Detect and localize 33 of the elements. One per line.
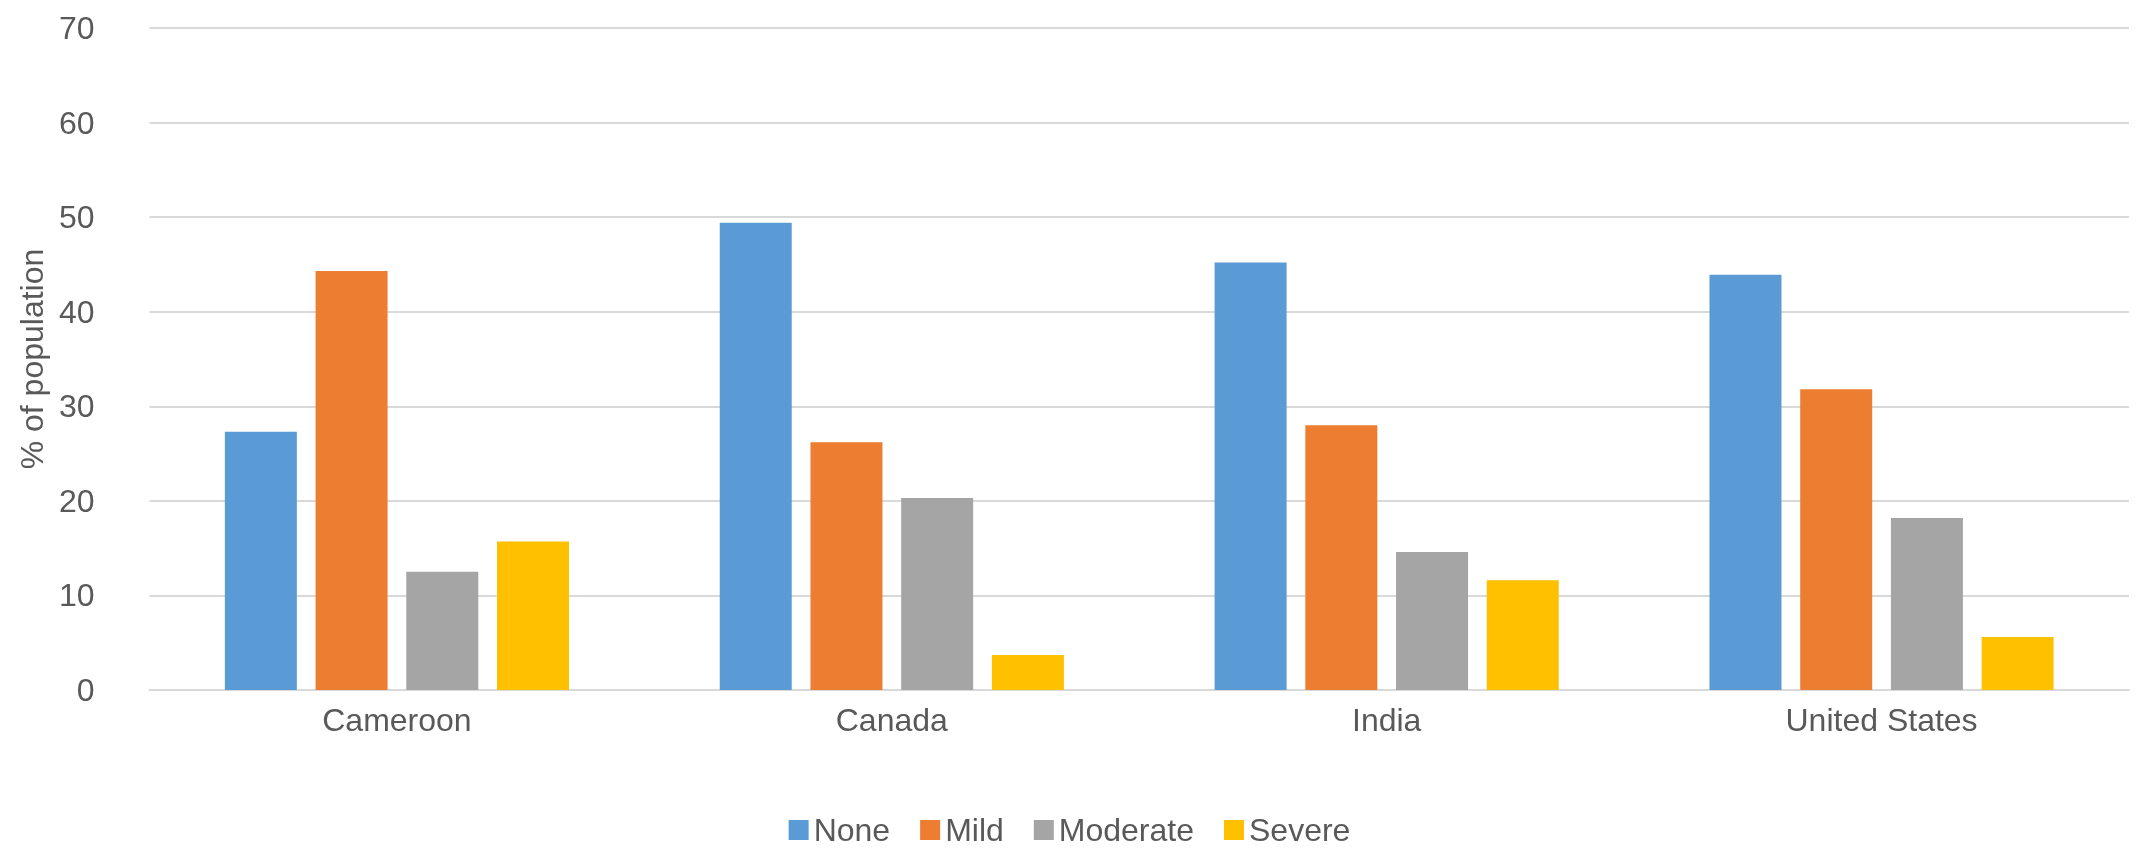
- legend-label: None: [813, 812, 891, 848]
- x-tick-label: Cameroon: [322, 702, 472, 738]
- y-tick-label: 50: [58, 199, 95, 236]
- bar: [991, 655, 1064, 690]
- y-tick-label: 30: [58, 388, 95, 425]
- bar: [1486, 580, 1559, 690]
- bar: [1800, 389, 1873, 690]
- bar: [1396, 551, 1469, 690]
- y-tick-label: 0: [76, 672, 95, 708]
- x-tick-label: Canada: [835, 702, 949, 738]
- bar: [315, 271, 388, 690]
- bar: [1305, 425, 1378, 690]
- legend-label: Severe: [1248, 812, 1351, 848]
- bar: [1890, 517, 1963, 690]
- bar: [1981, 637, 2054, 690]
- y-tick-label: 60: [58, 104, 95, 141]
- y-tick-label: 10: [58, 577, 95, 614]
- legend-label: Mild: [945, 812, 1004, 848]
- y-tick-label: 20: [58, 482, 95, 519]
- y-axis-title: % of population: [14, 248, 50, 470]
- bar: [224, 431, 297, 690]
- y-tick-label: 40: [58, 293, 95, 330]
- bar: [406, 571, 479, 690]
- bar: [1709, 274, 1782, 690]
- y-tick-label: 70: [58, 10, 95, 46]
- bar: [1214, 262, 1287, 690]
- bar: [497, 541, 570, 690]
- bar: [810, 442, 883, 690]
- x-tick-label: India: [1351, 702, 1422, 738]
- bar: [901, 498, 974, 690]
- legend-label: Moderate: [1058, 812, 1194, 848]
- bar: [719, 222, 792, 690]
- x-tick-label: United States: [1785, 702, 1978, 738]
